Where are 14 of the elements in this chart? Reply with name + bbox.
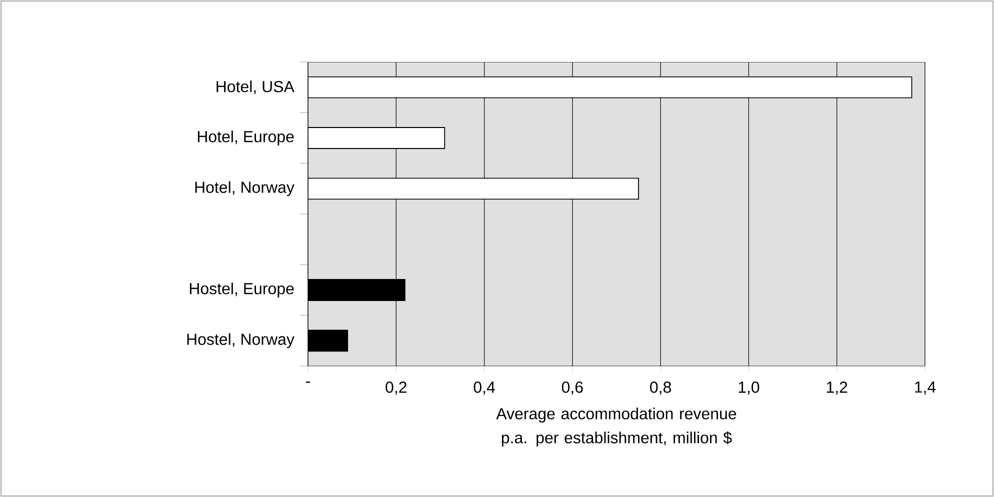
x-tick-label: 0,6 [562,382,583,395]
x-tick-label: 1,2 [826,382,848,395]
y-tick-label: Hotel, Europe [198,130,294,146]
x-tick-label: 0,2 [386,382,406,395]
x-axis-title: Average accommodation revenue p.a. per establishment, million $ [496,408,736,447]
x-tick-label: 1,4 [915,382,936,395]
y-tick-label: Hotel, USA [216,80,294,94]
y-tick-label: Hostel, Europe [190,282,294,298]
y-tick-label: Hostel, Norway [187,333,294,348]
x-tick-label: 0,8 [650,382,671,395]
y-tick-label: Hotel, Norway [195,181,294,196]
x-tick-label: 1,0 [738,382,760,395]
x-tick-label: - [306,382,310,383]
x-tick-label: 0,4 [474,382,495,395]
